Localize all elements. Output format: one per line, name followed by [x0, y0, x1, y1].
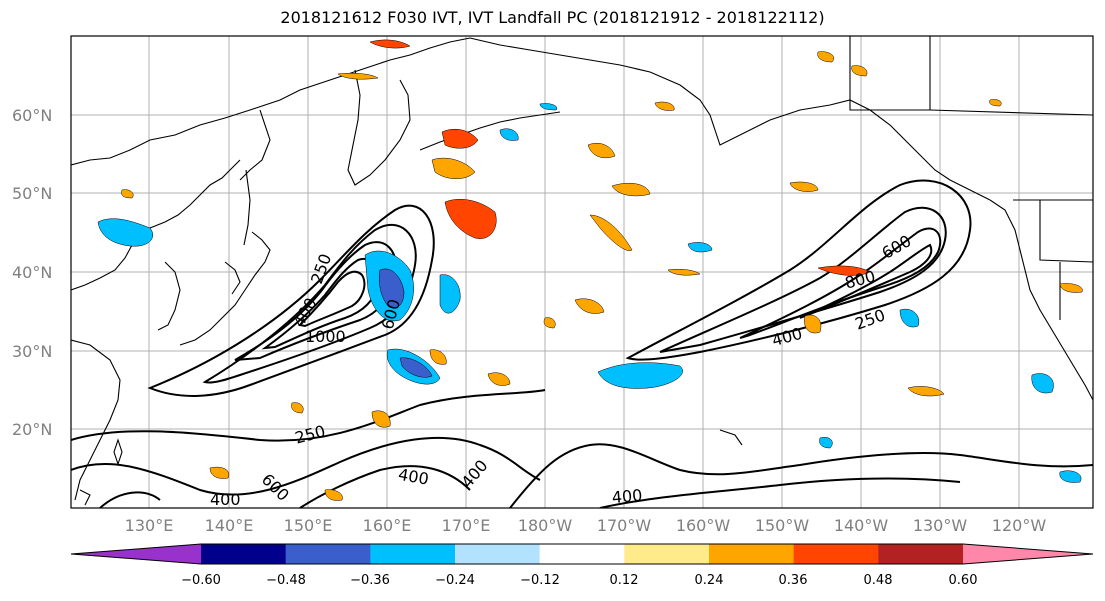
colorbar-segment: [709, 544, 795, 564]
lat-label: 60°N: [12, 106, 52, 125]
colorbar-tick-label: 0.36: [779, 573, 808, 588]
lon-label: 160°W: [676, 516, 731, 535]
colorbar-extend-high: [963, 544, 1093, 564]
ivt-contours-east: [625, 179, 972, 361]
colorbar-segment: [455, 544, 541, 564]
lat-label: 40°N: [12, 263, 52, 282]
colorbar-segment: [878, 544, 964, 564]
colorbar-tick-label: 0.24: [695, 573, 724, 588]
map-frame: [70, 35, 1094, 509]
latitude-labels: 60°N 50°N 40°N 30°N 20°N: [12, 106, 52, 439]
colorbar-extend-low: [71, 544, 201, 564]
pc-shading: [97, 39, 1083, 501]
lat-label: 50°N: [12, 184, 52, 203]
contour-label: 1000: [305, 327, 346, 346]
lon-label: 120°W: [992, 516, 1047, 535]
ivt-contours-south: [71, 389, 1093, 508]
lon-label: 130°E: [125, 516, 174, 535]
colorbar-segment: [285, 544, 371, 564]
lon-label: 160°E: [363, 516, 412, 535]
colorbar-tick-label: 0.60: [949, 573, 978, 588]
lon-label: 130°W: [913, 516, 968, 535]
coastlines: [71, 36, 1093, 506]
lat-label: 30°N: [12, 342, 52, 361]
lon-label: 150°W: [755, 516, 810, 535]
colorbar-tick-label: 0.12: [610, 573, 639, 588]
lon-label: 170°E: [442, 516, 491, 535]
colorbar-tick-label: −0.12: [520, 573, 560, 588]
colorbar-tick-labels: −0.60 −0.48 −0.36 −0.24 −0.12 0.12 0.24 …: [181, 573, 977, 588]
colorbar-tick-label: −0.24: [435, 573, 475, 588]
colorbar-tick-label: −0.48: [266, 573, 306, 588]
colorbar-tick-label: −0.36: [350, 573, 390, 588]
colorbar-tick-label: 0.48: [864, 573, 893, 588]
chart-title: 2018121612 F030 IVT, IVT Landfall PC (20…: [280, 8, 825, 27]
colorbar-segment: [370, 544, 456, 564]
colorbar-segment: [793, 544, 879, 564]
colorbar-segment: [624, 544, 710, 564]
lon-label: 180°W: [518, 516, 573, 535]
lon-label: 140°W: [834, 516, 889, 535]
longitude-labels: 130°E 140°E 150°E 160°E 170°E 180°W 170°…: [125, 516, 1047, 535]
colorbar-segment: [201, 544, 287, 564]
contour-label: 400: [210, 490, 241, 509]
colorbar-tick-label: −0.60: [181, 573, 221, 588]
lon-label: 170°W: [597, 516, 652, 535]
colorbar: [70, 543, 1094, 565]
map-area: 250 400 1000 600 600 800 250 400 250 400…: [71, 36, 1093, 509]
contour-label: 400: [611, 486, 643, 508]
gridlines: [71, 36, 1093, 508]
lon-label: 150°E: [284, 516, 333, 535]
lat-label: 20°N: [12, 420, 52, 439]
lon-label: 140°E: [205, 516, 254, 535]
colorbar-outline: [70, 543, 1094, 565]
colorbar-segment: [539, 544, 625, 564]
